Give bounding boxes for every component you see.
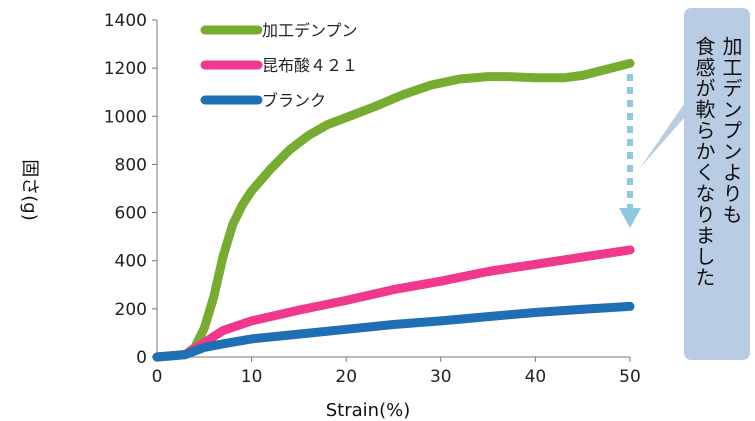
y-tick-label: 1200 [104,59,147,79]
y-tick-label: 800 [115,155,147,175]
series-line-2 [152,245,635,362]
y-tick-label: 600 [115,204,147,224]
y-tick-label: 1000 [104,107,147,127]
y-tick-label: 400 [115,252,147,272]
callout-text-line-1: 加工デンプンよりも [719,36,743,225]
arrow-head [619,208,641,228]
legend-label-1: 加工デンプン [262,21,358,40]
series-line-3 [152,301,635,362]
legend-label-2: 昆布酸４２１ [262,56,358,75]
y-tick-label: 200 [115,300,147,320]
ticks: 0 200 400 600 800 1000 1200 1400 0 10 20 30 40 50 [104,11,641,387]
y-tick-label: 1400 [104,11,147,31]
legend-label-3: ブランク [262,91,326,110]
callout: 加工デンプンよりも 食感が軟らかくなりました [640,8,750,360]
series-line-1 [152,58,635,362]
callout-box [640,8,750,360]
y-tick-label: 0 [136,348,147,368]
x-axis-title: Strain(%) [326,400,410,421]
x-tick-label: 40 [525,367,547,387]
x-tick-label: 0 [152,367,163,387]
x-tick-label: 50 [619,367,641,387]
callout-text-line-2: 食感が軟らかくなりました [692,36,716,288]
series [152,58,635,362]
x-tick-label: 10 [241,367,263,387]
down-arrow [619,74,641,228]
x-tick-label: 30 [430,367,452,387]
y-axis-title: 固さ(g) [19,159,40,220]
axes [156,20,630,358]
x-tick-label: 20 [335,367,357,387]
